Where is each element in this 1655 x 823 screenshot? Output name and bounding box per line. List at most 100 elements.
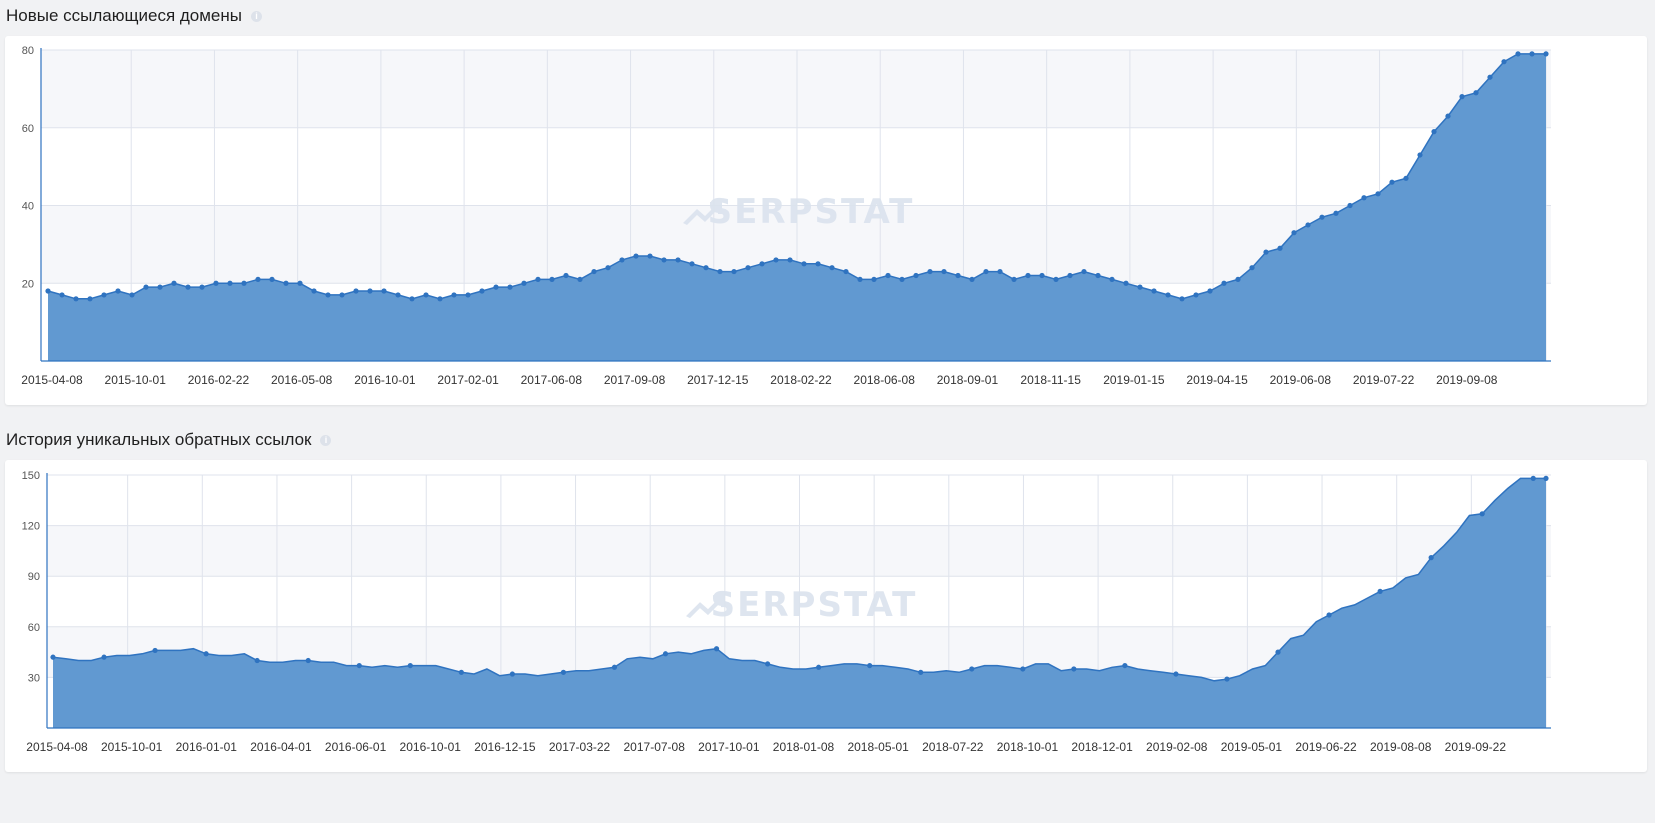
x-tick-label: 2016-05-08 <box>271 373 333 387</box>
data-point <box>493 284 499 290</box>
x-tick-label: 2019-02-08 <box>1146 740 1208 754</box>
data-point <box>1011 276 1017 282</box>
data-point <box>787 257 793 263</box>
data-point <box>241 280 247 286</box>
data-point <box>1020 666 1026 672</box>
data-point <box>407 662 413 669</box>
data-point <box>611 664 618 670</box>
data-point <box>1530 475 1536 481</box>
data-point <box>305 657 311 664</box>
data-point <box>1333 210 1339 216</box>
data-point <box>269 276 275 282</box>
data-point <box>605 265 611 271</box>
data-point <box>356 662 362 669</box>
data-point <box>1487 74 1493 80</box>
data-point <box>759 261 765 267</box>
x-tick-label: 2019-07-22 <box>1353 373 1415 387</box>
data-point <box>87 296 93 302</box>
x-tick-label: 2019-05-01 <box>1221 740 1283 754</box>
data-point <box>647 253 653 259</box>
data-point <box>283 280 289 286</box>
data-point <box>1459 94 1465 100</box>
data-point <box>717 268 723 275</box>
y-tick-label: 90 <box>28 571 40 583</box>
data-point <box>1235 276 1241 282</box>
x-tick-label: 2016-04-01 <box>250 740 312 754</box>
data-point <box>458 669 464 675</box>
data-point <box>437 296 443 302</box>
data-point <box>203 651 209 657</box>
data-point <box>1193 292 1199 298</box>
new-referring-domains-chart: 2015-04-08 2015-10-01 2016-02-22 2016-05-08… <box>21 45 1551 387</box>
data-point <box>773 257 779 263</box>
data-point <box>254 657 260 664</box>
x-tick-label: 2017-02-01 <box>437 373 499 387</box>
data-point <box>1123 280 1129 286</box>
data-point <box>115 288 121 294</box>
data-point <box>521 280 527 286</box>
chart-2-title-row: История уникальных обратных ссылок i <box>6 430 332 450</box>
data-point <box>1326 612 1332 618</box>
data-point <box>1221 280 1227 286</box>
y-tick-label: 60 <box>22 123 34 135</box>
data-point <box>509 671 515 677</box>
data-point <box>1071 666 1077 672</box>
x-tick-label: 2018-07-22 <box>922 740 984 754</box>
data-point <box>927 268 933 275</box>
data-point <box>713 646 720 652</box>
data-point <box>50 654 56 660</box>
data-point <box>867 662 873 669</box>
data-point <box>675 257 681 263</box>
series-line <box>52 477 1546 682</box>
data-point <box>45 288 51 294</box>
data-point <box>969 666 975 672</box>
watermark-text: SERPSTAT <box>711 585 918 625</box>
data-point <box>507 284 513 290</box>
data-point <box>465 292 471 298</box>
data-point <box>101 654 107 660</box>
data-point <box>857 276 863 282</box>
data-point <box>1543 51 1549 57</box>
data-point <box>1207 288 1213 294</box>
data-point <box>381 288 387 294</box>
data-point <box>1025 272 1031 279</box>
x-tick-label: 2017-03-22 <box>549 740 611 754</box>
data-point <box>1249 265 1255 271</box>
watermark-text: SERPSTAT <box>708 192 915 232</box>
x-tick-label: 2018-02-22 <box>770 373 832 387</box>
data-point <box>913 272 919 279</box>
data-point <box>1361 195 1367 201</box>
info-icon[interactable]: i <box>320 434 332 446</box>
x-tick-label: 2016-10-01 <box>400 740 462 754</box>
watermark: SERPSTAT <box>686 585 918 625</box>
data-point <box>255 276 261 282</box>
data-point <box>1067 272 1073 279</box>
data-point <box>1389 179 1395 185</box>
data-point <box>479 288 485 294</box>
data-point <box>325 292 331 298</box>
data-point <box>311 288 317 294</box>
x-tick-label: 2016-06-01 <box>325 740 387 754</box>
data-point <box>297 280 303 286</box>
data-point <box>563 272 569 279</box>
data-point <box>662 651 669 657</box>
data-point <box>73 296 79 302</box>
x-tick-label: 2016-12-15 <box>474 740 536 754</box>
series-area <box>48 53 1546 362</box>
x-tick-label: 2019-06-08 <box>1270 373 1332 387</box>
data-point <box>353 288 359 294</box>
x-tick-label: 2018-10-01 <box>997 740 1059 754</box>
data-point <box>1039 272 1045 279</box>
x-tick-label: 2015-04-08 <box>21 373 83 387</box>
info-icon[interactable]: i <box>251 10 262 22</box>
data-point <box>1081 268 1087 275</box>
data-point <box>764 661 771 667</box>
data-point <box>227 280 233 286</box>
data-point <box>1428 555 1434 561</box>
x-tick-label: 2017-07-08 <box>624 740 686 754</box>
data-point <box>829 265 835 271</box>
data-point <box>535 276 541 282</box>
data-point <box>1122 662 1128 669</box>
x-tick-label: 2016-02-22 <box>188 373 250 387</box>
data-point <box>157 284 163 290</box>
